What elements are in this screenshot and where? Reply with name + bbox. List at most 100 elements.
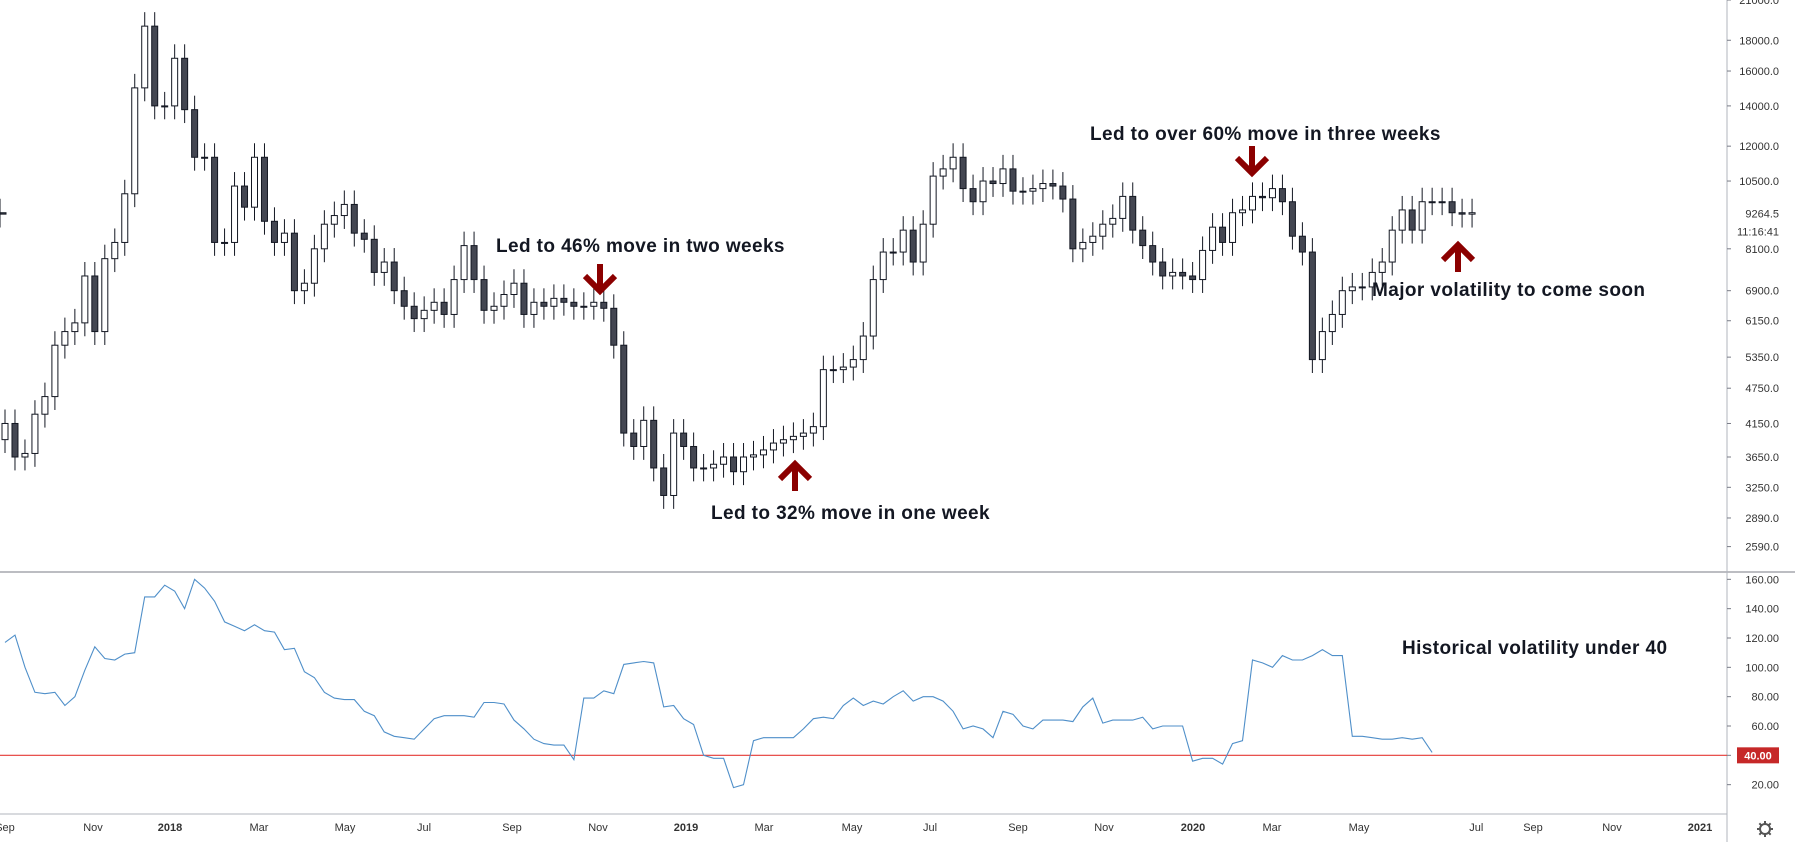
candle-up (41, 396, 49, 415)
candle-up (141, 25, 149, 89)
candle-down (91, 275, 99, 333)
time-tick-label: Mar (250, 822, 269, 834)
candle-up (819, 369, 827, 428)
time-tick-label: Sep (502, 822, 522, 834)
candle-up (929, 175, 937, 225)
candle-down (0, 212, 7, 215)
candle-up (1229, 212, 1237, 243)
time-tick-label: Jul (923, 822, 937, 834)
time-tick-label: Jul (417, 822, 431, 834)
candle-up (530, 301, 538, 315)
time-tick-label: 2020 (1181, 822, 1205, 834)
candle-down (1408, 209, 1416, 231)
volatility-axis[interactable]: 160.00 140.00 120.00 100.00 80.00 60.00 40.00 2… (1727, 574, 1779, 792)
countdown-label: 11:16:41 (1737, 227, 1779, 239)
candle-up (430, 301, 438, 311)
candle-up (460, 245, 468, 281)
candle-up (899, 229, 907, 253)
vol-tick-label: 120.00 (1745, 633, 1779, 645)
candle-up (300, 282, 308, 292)
candle-up (829, 369, 837, 372)
price-tick-label: 18000.0 (1739, 35, 1779, 47)
time-tick-label: Nov (1094, 822, 1114, 834)
candle-up (320, 223, 328, 250)
candle-down (181, 57, 189, 111)
candle-up (879, 251, 887, 281)
price-tick-label: 3250.0 (1745, 482, 1779, 494)
candle-down (1049, 183, 1057, 187)
candle-up (1099, 223, 1107, 237)
threshold-badge (1737, 747, 1779, 764)
candle-down (151, 25, 159, 107)
candle-up (919, 223, 927, 263)
candle-up (1019, 190, 1027, 193)
candle-up (799, 432, 807, 437)
candle-up (380, 261, 388, 273)
time-axis[interactable]: Sep Nov 2018 Mar May Jul Sep Nov 2019 Mar May Jul Se… (0, 822, 1712, 834)
price-tick-label: 2590.0 (1745, 542, 1779, 554)
gear-icon[interactable] (1757, 821, 1773, 837)
price-tick-label: 4150.0 (1745, 418, 1779, 430)
price-axis[interactable]: 21000.0 18000.0 16000.0 14000.0 12000.0 10500… (1727, 0, 1779, 554)
candle-down (1159, 261, 1167, 277)
candle-down (1179, 271, 1187, 277)
candle-up (1199, 249, 1207, 281)
candle-up (849, 359, 857, 368)
candle-up (111, 241, 119, 260)
time-tick-label: Nov (588, 822, 608, 834)
candle-up (1119, 195, 1127, 219)
price-tick-label: 3650.0 (1745, 452, 1779, 464)
price-tick-label: 2890.0 (1745, 513, 1779, 525)
candle-down (620, 344, 628, 434)
candle-up (171, 57, 179, 107)
vol-tick-label: 100.00 (1745, 662, 1779, 674)
candle-up (1388, 229, 1396, 263)
candle-up (31, 413, 39, 454)
candle-up (340, 203, 348, 217)
candle-up (500, 294, 508, 307)
threshold-label: 40.00 (1744, 750, 1772, 762)
candle-down (1458, 212, 1466, 215)
candle-up (949, 156, 957, 170)
candle-down (610, 307, 618, 346)
annotation-text: Major volatility to come soon (1372, 280, 1645, 301)
candle-down (1219, 226, 1227, 243)
candle-down (570, 301, 578, 307)
candle-down (211, 156, 219, 243)
time-tick-label: May (1349, 822, 1370, 834)
candle-down (260, 156, 268, 222)
candle-up (1029, 188, 1037, 192)
candle-up (759, 449, 767, 456)
annotation-text: Led to 32% move in one week (711, 503, 990, 524)
candle-up (640, 419, 648, 447)
candle-up (131, 87, 139, 195)
candle-up (1249, 195, 1256, 211)
candle-up (1418, 201, 1426, 231)
candle-down (350, 203, 358, 234)
candle-down (730, 456, 738, 473)
candle-down (191, 109, 199, 158)
candle-down (989, 180, 997, 185)
candle-down (1129, 195, 1137, 231)
candle-down (480, 279, 488, 311)
candle-up (1338, 290, 1346, 315)
candle-up (720, 456, 728, 465)
candle-down (909, 229, 917, 263)
candle-down (290, 232, 298, 292)
candle-down (520, 282, 528, 315)
arrow-up-icon (777, 459, 813, 491)
candle-up (580, 305, 588, 308)
candle-down (241, 185, 249, 208)
candle-up (999, 168, 1007, 185)
candle-up (700, 467, 708, 470)
time-tick-label: Mar (755, 822, 774, 834)
candle-up (859, 335, 867, 361)
candle-up (310, 248, 318, 284)
candle-up (769, 442, 777, 451)
candle-up (939, 168, 947, 177)
volatility-series (4, 578, 1433, 789)
candle-up (1468, 212, 1476, 215)
candle-down (1139, 229, 1147, 247)
candle-up (1209, 226, 1217, 251)
